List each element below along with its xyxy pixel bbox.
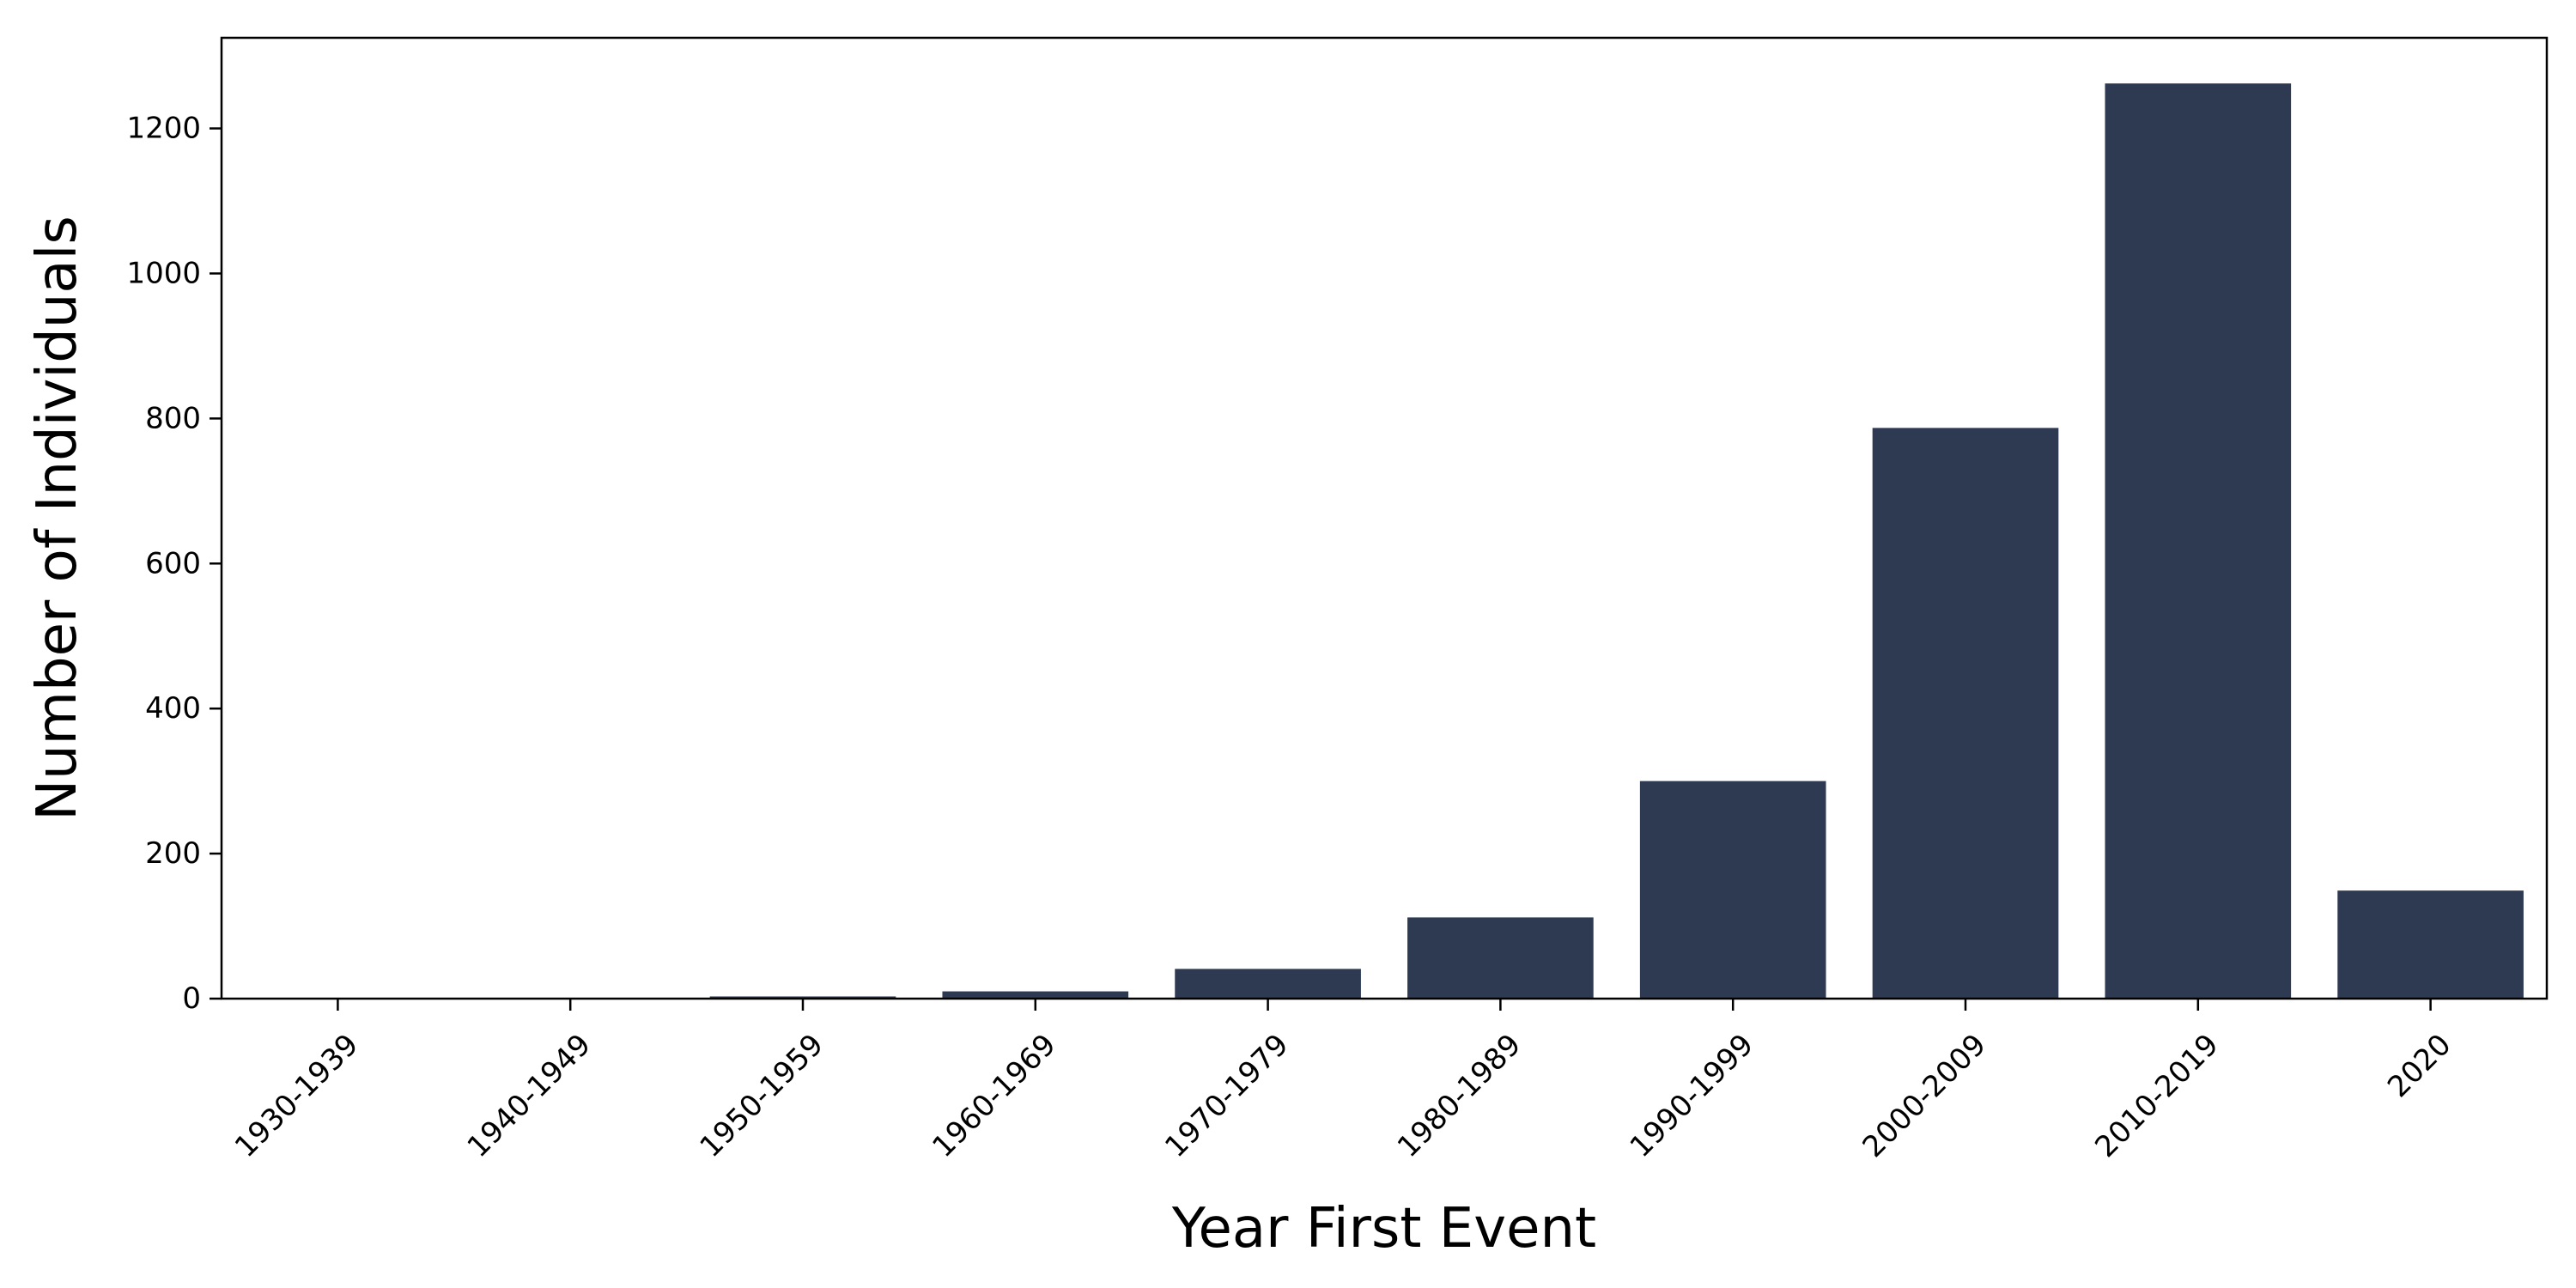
bar-2000-2009 bbox=[1872, 428, 2059, 999]
y-axis-label: Number of Individuals bbox=[26, 216, 89, 821]
y-tick-label: 800 bbox=[145, 401, 201, 435]
x-tick-label: 1950-1959 bbox=[694, 1028, 830, 1164]
x-tick-label: 2000-2009 bbox=[1856, 1028, 1993, 1164]
x-tick-label: 2010-2019 bbox=[2088, 1028, 2225, 1164]
y-tick-label: 1200 bbox=[126, 112, 201, 146]
bar-2020 bbox=[2337, 890, 2524, 999]
bar-1970-1979 bbox=[1175, 969, 1361, 999]
bar-2010-2019 bbox=[2105, 83, 2292, 999]
plot-frame bbox=[220, 36, 2549, 1000]
y-tick-label: 1000 bbox=[126, 256, 201, 290]
x-tick-label: 1930-1939 bbox=[228, 1028, 365, 1164]
bar-1950-1959 bbox=[709, 996, 896, 999]
y-axis-ticks: 0 200 400 600 800 1000 1200 bbox=[126, 112, 222, 1016]
bar-1980-1989 bbox=[1407, 917, 1594, 999]
x-tick-label: 1980-1989 bbox=[1391, 1028, 1528, 1164]
x-tick-label: 1960-1969 bbox=[926, 1028, 1062, 1164]
x-axis-label: Year First Event bbox=[1171, 1197, 1596, 1261]
y-tick-label: 600 bbox=[145, 546, 201, 580]
y-tick-label: 400 bbox=[145, 691, 201, 726]
y-tick-label: 0 bbox=[182, 981, 201, 1016]
bar-1960-1969 bbox=[942, 991, 1129, 999]
x-tick-label: 1940-1949 bbox=[461, 1028, 598, 1164]
bars-group bbox=[245, 83, 2524, 999]
y-tick-label: 200 bbox=[145, 836, 201, 871]
x-tick-label: 2020 bbox=[2381, 1028, 2458, 1104]
x-axis-ticks: 1930-1939 1940-1949 1950-1959 1960-1969 1970… bbox=[228, 999, 2458, 1164]
bar-1990-1999 bbox=[1639, 781, 1826, 999]
x-tick-label: 1970-1979 bbox=[1158, 1028, 1295, 1164]
x-tick-label: 1990-1999 bbox=[1624, 1028, 1760, 1164]
